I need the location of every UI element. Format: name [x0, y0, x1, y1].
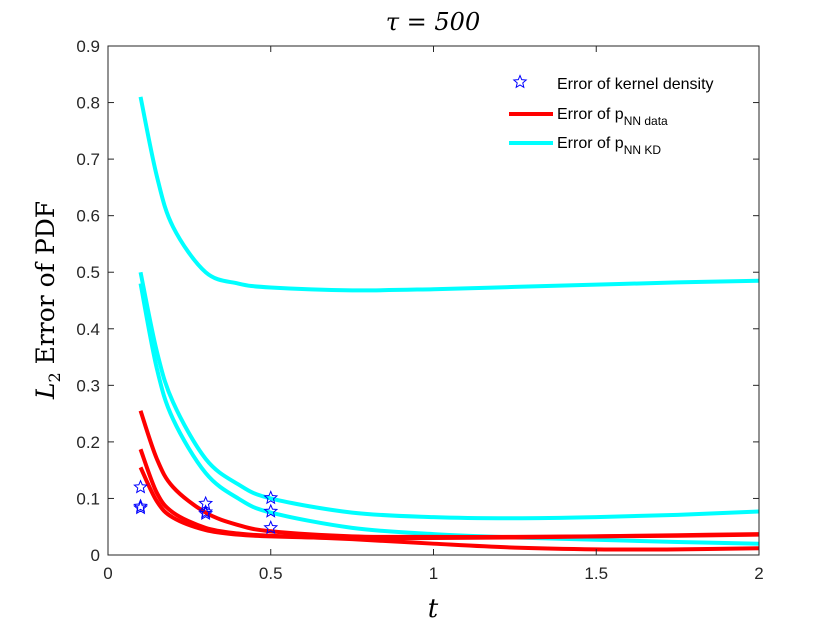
legend-label: Error of pNN KD — [557, 135, 661, 157]
x-tick-label: 0 — [103, 564, 112, 583]
ticks-layer: 0 0.5 1 1.5 2 0 0.1 0.2 0.3 0.4 0.5 0.6 0.7 0.8 0.9 — [76, 37, 763, 583]
kernel-density-point — [133, 500, 148, 515]
kernel-density-point — [263, 520, 279, 535]
curves-layer — [138, 96, 760, 552]
kernel-density-point — [198, 505, 214, 521]
legend-item-nn-data: Error of pNN data — [509, 106, 668, 128]
y-tick-label: 0.5 — [76, 263, 100, 282]
kernel-density-point — [198, 504, 214, 519]
legend: Error of kernel density Error of pNN dat… — [509, 74, 714, 157]
y-tick-label: 0.3 — [76, 376, 100, 395]
x-tick-label: 0.5 — [259, 564, 283, 583]
y-tick-label: 0.8 — [76, 94, 100, 113]
legend-label: Error of kernel density — [557, 76, 714, 93]
x-tick-label: 1.5 — [584, 564, 608, 583]
kernel-density-point — [263, 490, 279, 505]
series-line — [138, 466, 760, 541]
x-tick-label: 2 — [754, 564, 763, 583]
stars-layer — [133, 479, 279, 535]
y-tick-label: 0.2 — [76, 433, 100, 452]
y-tick-label: 0.1 — [76, 489, 100, 508]
x-tick-label: 1 — [429, 564, 438, 583]
kernel-density-point — [133, 498, 148, 513]
y-tick-label: 0.7 — [76, 150, 100, 169]
chart-title: τ = 500 — [386, 8, 480, 36]
series-line — [138, 271, 760, 521]
y-tick-label: 0.9 — [76, 37, 100, 56]
legend-item-nn-kd: Error of pNN KD — [509, 135, 661, 157]
y-axis-label: L2 Error of PDF — [31, 201, 64, 400]
y-tick-label: 0.4 — [76, 320, 100, 339]
kernel-density-point — [263, 503, 279, 518]
legend-label: Error of pNN data — [557, 106, 668, 128]
star-icon — [512, 74, 528, 89]
kernel-density-point — [133, 479, 148, 494]
legend-item-kernel-density: Error of kernel density — [512, 74, 714, 93]
y-tick-label: 0 — [91, 546, 100, 565]
series-line — [138, 283, 760, 546]
y-tick-label: 0.6 — [76, 207, 100, 226]
x-axis-label: t — [428, 594, 439, 624]
series-line — [138, 96, 760, 293]
